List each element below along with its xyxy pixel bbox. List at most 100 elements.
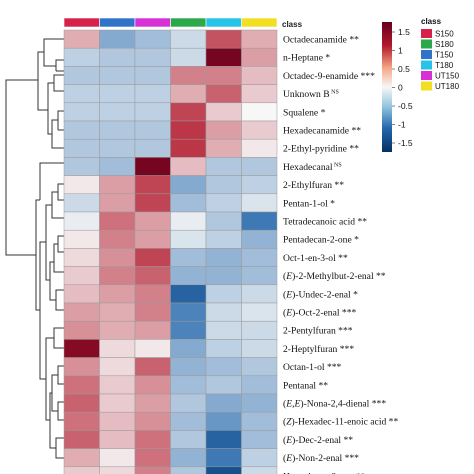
heatmap-cell <box>170 248 207 267</box>
heatmap-cell <box>63 248 100 267</box>
heatmap-cell <box>241 229 278 249</box>
dendrogram-branch <box>48 327 64 349</box>
heatmap-cell <box>205 29 242 49</box>
heatmap-cell <box>205 266 242 286</box>
heatmap-cell <box>99 157 136 176</box>
dendrogram-branch <box>35 199 40 311</box>
heatmap-cell <box>241 393 278 413</box>
row-label: (Z)-Hexadec-11-enoic acid ** <box>283 417 398 428</box>
dendrogram-branch <box>5 79 38 256</box>
row-label: 2-Ethyl-pyridine ** <box>283 144 359 155</box>
row-label: (E)-Non-2-enal *** <box>283 453 359 464</box>
heatmap-cell <box>134 393 171 413</box>
row-label: 2-Heptylfuran *** <box>283 344 354 355</box>
color-scale-tick-label: -1 <box>398 120 406 130</box>
heatmap-cell <box>170 66 207 85</box>
row-label: Heptadecan-2-one ** <box>283 471 366 474</box>
class-bar-cell <box>99 17 136 28</box>
class-bar-cell <box>63 17 100 28</box>
class-bar-label: class <box>282 20 303 29</box>
heatmap-cell <box>99 448 136 468</box>
heatmap-cell <box>99 466 136 474</box>
heatmap-cell <box>99 29 136 49</box>
heatmap-cell <box>134 66 171 85</box>
heatmap-cell <box>134 266 171 286</box>
heatmap-cell <box>63 29 100 49</box>
heatmap-cell <box>170 211 207 231</box>
heatmap-cell <box>63 339 100 358</box>
heatmap-cell <box>205 448 242 468</box>
color-scale-tick-label: 1.5 <box>398 27 410 37</box>
heatmap-cell <box>63 466 100 474</box>
color-scale-tick-label: -1.5 <box>398 138 413 148</box>
heatmap-cell <box>134 211 171 231</box>
heatmap-cell <box>134 47 171 67</box>
heatmap-cell <box>134 102 171 122</box>
heatmap-cell <box>241 320 278 340</box>
class-bar-cell <box>205 17 242 28</box>
heatmap-cell <box>170 302 207 322</box>
heatmap-cell <box>241 84 278 104</box>
heatmap-cell <box>241 357 278 377</box>
heatmap-cell <box>170 320 207 340</box>
heatmap-cell <box>170 102 207 122</box>
heatmap-cell <box>205 138 242 158</box>
heatmap-cell <box>241 448 278 468</box>
heatmap-cell <box>134 138 171 158</box>
heatmap-cell <box>241 411 278 431</box>
row-label: (E)-Oct-2-enal *** <box>283 308 356 319</box>
dendrogram-branch <box>39 204 52 421</box>
class-bar-cell <box>241 17 278 28</box>
heatmap-cell <box>241 66 278 85</box>
heatmap-cell <box>99 229 136 249</box>
heatmap-cell <box>170 47 207 67</box>
heatmap-cell <box>99 266 136 286</box>
class-legend-label: T180 <box>435 61 454 70</box>
heatmap-cell <box>170 284 207 304</box>
heatmap-cell <box>134 448 171 468</box>
row-label: Hexadecanal NS <box>283 162 342 173</box>
class-legend-swatch <box>421 29 432 38</box>
heatmap-cell <box>99 47 136 67</box>
heatmap-cell <box>134 430 171 449</box>
dendrogram-branch <box>55 59 64 72</box>
row-label: 2-Ethylfuran ** <box>283 180 344 191</box>
heatmap-cell <box>241 284 278 304</box>
heatmap-cell <box>99 175 136 195</box>
heatmap-cell <box>241 138 278 158</box>
row-label: (E,E)-Nona-2,4-dienal *** <box>283 399 386 410</box>
heatmap-cell <box>205 339 242 358</box>
heatmap-cell <box>170 29 207 49</box>
heatmap-cell <box>134 466 171 474</box>
heatmap-cell <box>99 357 136 377</box>
dendrogram-branch <box>49 365 64 459</box>
heatmap-cell <box>99 211 136 231</box>
heatmap-cell <box>99 375 136 395</box>
heatmap-cell <box>170 193 207 213</box>
heatmap-cell <box>205 430 242 449</box>
class-legend-title: class <box>421 17 442 26</box>
heatmap-cell <box>134 248 171 267</box>
heatmap-cell <box>99 84 136 104</box>
heatmap-cell <box>63 375 100 395</box>
dendrogram-branch <box>39 162 64 200</box>
heatmap-cell <box>205 66 242 85</box>
heatmap-cell <box>241 248 278 267</box>
heatmap-cell <box>205 175 242 195</box>
heatmap-cell <box>205 248 242 267</box>
heatmap-cell <box>241 175 278 195</box>
heatmap-cell <box>63 266 100 286</box>
class-legend-label: S180 <box>435 40 454 49</box>
row-label: Octadec-9-enamide *** <box>283 71 375 82</box>
heatmap-cell <box>63 193 100 213</box>
heatmap-cell <box>205 302 242 322</box>
heatmap-cell <box>170 266 207 286</box>
heatmap-cell <box>205 375 242 395</box>
row-label: Octadecanamide ** <box>283 35 359 46</box>
heatmap-cell <box>99 339 136 358</box>
heatmap-cell <box>241 29 278 49</box>
heatmap-cell <box>205 157 242 176</box>
heatmap-cell <box>134 157 171 176</box>
